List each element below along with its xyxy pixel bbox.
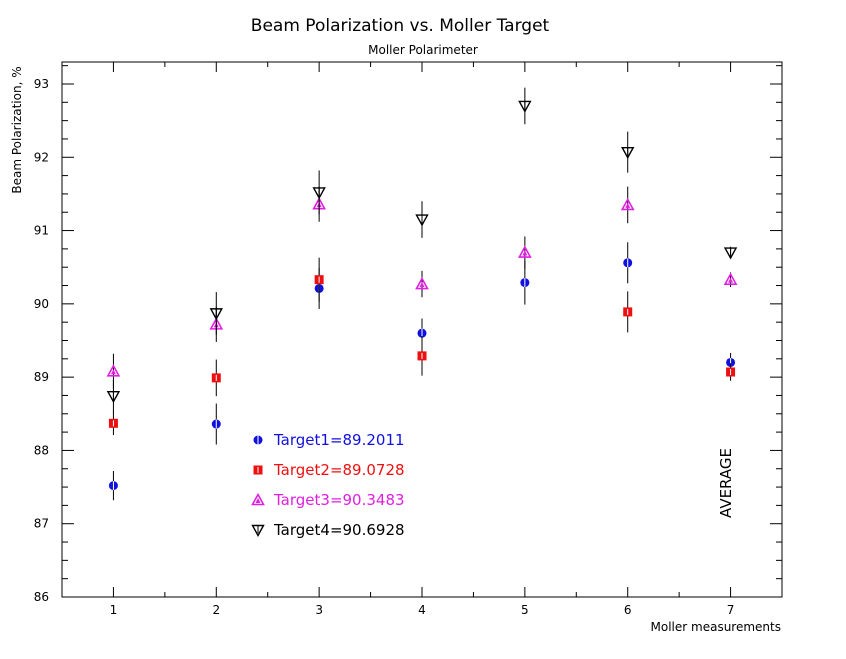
chart-title: Beam Polarization vs. Moller Target (251, 16, 550, 36)
x-tick-label: 4 (418, 603, 426, 617)
marker-detail (728, 277, 734, 283)
marker-detail (522, 250, 528, 256)
legend-target3-label: Target3=90.3483 (273, 491, 405, 509)
marker-triangle (518, 245, 532, 258)
y-tick-label: 93 (34, 77, 49, 91)
target4-point (209, 308, 223, 321)
y-axis-label: Beam Polarization, % (10, 66, 24, 193)
y-tick-label: 89 (34, 370, 49, 384)
legend-target4-marker (251, 524, 265, 537)
target4-point (312, 187, 326, 200)
target4-point (106, 390, 121, 404)
target4-point (415, 214, 429, 227)
marker-triangle (620, 197, 635, 211)
target2-point (211, 373, 221, 383)
target2-point (314, 275, 324, 285)
chart-subtitle: Moller Polarimeter (368, 43, 478, 57)
x-tick-label: 6 (624, 603, 632, 617)
legend-target4-label: Target4=90.6928 (273, 521, 405, 539)
y-tick-label: 86 (34, 590, 49, 604)
marker-triangle (106, 364, 121, 377)
target3-point (723, 272, 738, 285)
target4-point (518, 100, 532, 113)
target3-point (620, 197, 635, 211)
target2-point (108, 418, 118, 428)
target2-point (726, 367, 736, 377)
legend-target1-marker (253, 435, 263, 445)
x-tick-label: 7 (727, 603, 735, 617)
marker-detail (625, 202, 631, 208)
marker-triangle (251, 492, 265, 506)
target2-point (417, 351, 427, 361)
x-tick-label: 3 (315, 603, 323, 617)
target3-point (518, 245, 532, 258)
y-tick-label: 92 (34, 150, 49, 164)
y-tick-label: 90 (34, 297, 49, 311)
legend-target2-marker (253, 465, 263, 475)
x-tick-label: 1 (110, 603, 118, 617)
marker-triangle (415, 276, 429, 290)
y-tick-label: 88 (34, 443, 49, 457)
legend-target2-label: Target2=89.0728 (273, 461, 405, 479)
x-tick-label: 5 (521, 603, 529, 617)
target1-point (108, 481, 118, 491)
marker-detail (255, 498, 261, 503)
data-points (106, 87, 738, 501)
y-tick-label: 91 (34, 224, 49, 238)
marker-detail (110, 369, 116, 375)
y-tick-label: 87 (34, 517, 49, 531)
target3-point (415, 276, 429, 290)
axis-tick-labels: 1 2 3 4 5 6 7 86 87 88 89 90 91 92 93 (34, 77, 735, 617)
target4-point (621, 146, 635, 160)
average-annotation: AVERAGE (717, 448, 735, 518)
legend-target3-marker (251, 492, 265, 506)
target1-point (623, 258, 633, 268)
target4-point (723, 247, 738, 260)
legend-target1-label: Target1=89.2011 (273, 431, 405, 449)
marker-triangle (723, 272, 738, 285)
x-axis-label: Moller measurements (651, 620, 781, 634)
marker-detail (419, 282, 425, 288)
target1-point (211, 419, 221, 429)
target2-point (623, 307, 633, 317)
target1-point (520, 278, 530, 288)
axis-ticks (61, 62, 783, 598)
x-tick-label: 2 (212, 603, 220, 617)
target3-point (106, 364, 121, 377)
legend: Target1=89.2011 Target2=89.0728 Target3=90… (251, 431, 405, 539)
